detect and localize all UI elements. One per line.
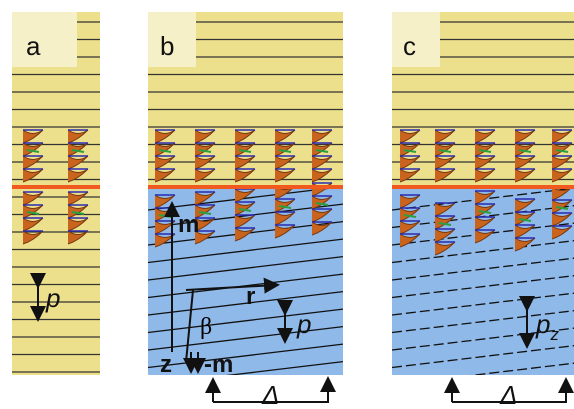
- period-label: Δ: [499, 380, 517, 409]
- layer-line: [392, 381, 574, 403]
- vector-label: m: [178, 211, 199, 238]
- figure: a b c p m r β z -m p Δ pz Δ: [0, 0, 574, 409]
- period-label: Δ: [261, 380, 279, 409]
- pitch-subscript: z: [549, 325, 559, 344]
- angle-label: β: [200, 314, 212, 340]
- label-box: [12, 12, 77, 67]
- panel-label: a: [26, 31, 41, 61]
- pitch-label: p: [45, 283, 60, 313]
- panel-label: c: [403, 31, 416, 61]
- layer-line: [392, 398, 574, 409]
- vector-label: z: [160, 351, 172, 378]
- label-box: [392, 12, 440, 67]
- pitch-main: p: [535, 309, 550, 339]
- pitch-label: p: [296, 309, 311, 339]
- panel-label: b: [160, 31, 174, 61]
- vector-label: r: [246, 283, 255, 310]
- layer-line: [148, 379, 343, 402]
- vector-label: -m: [204, 351, 233, 378]
